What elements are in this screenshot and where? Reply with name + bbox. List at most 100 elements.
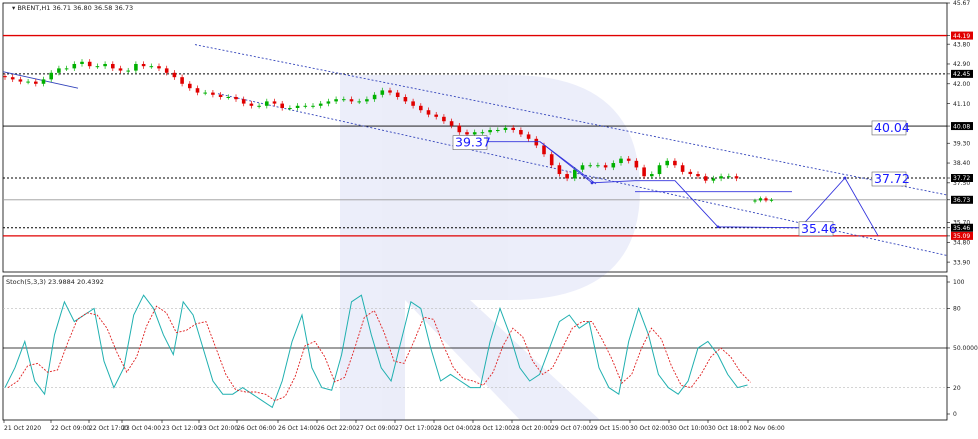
price-tick-label: 42.90 — [953, 61, 970, 68]
candle-body — [526, 134, 531, 139]
collapse-triangle-icon: ▾ — [12, 4, 17, 12]
annotation-label: 40.04 — [874, 120, 910, 135]
candle-body — [703, 176, 708, 181]
candle-body — [542, 145, 546, 155]
candle-body — [753, 200, 757, 202]
candle-body — [234, 96, 238, 100]
candle-body — [673, 160, 677, 166]
stochastic-header: Stoch(5,3,3) 23.9884 20.4392 — [6, 278, 104, 286]
price-level-label: 37.72 — [953, 175, 970, 182]
candle-body — [611, 163, 616, 168]
candle-body — [272, 101, 277, 104]
price-level-box — [951, 195, 973, 204]
candle-body — [665, 160, 669, 166]
candle-body — [288, 108, 292, 110]
horizontal-levels — [3, 34, 947, 237]
stoch-tick-label: 20 — [953, 385, 961, 392]
price-tick-label: 42.00 — [953, 81, 970, 88]
candle-body — [727, 176, 731, 178]
candle-body — [180, 77, 184, 84]
candle-body — [496, 130, 500, 132]
candle-body — [764, 198, 768, 201]
candle-body — [519, 130, 523, 135]
price-tick-label: 39.30 — [953, 140, 970, 147]
time-tick-label: 29 Oct 15:00 — [590, 425, 629, 432]
candle-body — [769, 199, 774, 201]
annotation-label: 37.72 — [874, 171, 910, 186]
stoch-k-line — [4, 294, 748, 409]
price-tick-label: 37.50 — [953, 180, 970, 187]
candle-body — [34, 81, 38, 84]
candle-body — [211, 92, 215, 95]
candle-body — [318, 103, 323, 106]
stochastic-axis: 100 80 50.0000 20 0 — [947, 279, 978, 418]
annotation-box — [871, 120, 907, 136]
candle-body — [403, 96, 408, 102]
candle-body — [419, 105, 423, 111]
candle-body — [688, 171, 693, 175]
candle-body — [118, 68, 123, 71]
price-tick-label: 43.80 — [953, 41, 970, 48]
candle-body — [511, 127, 515, 131]
channel-lower-line — [217, 93, 948, 256]
price-level-label: 42.45 — [953, 71, 970, 78]
candle-body — [719, 176, 723, 179]
candle-body — [149, 66, 154, 68]
candle-body — [388, 90, 392, 93]
candle-body — [380, 90, 385, 95]
candle-body — [588, 165, 592, 167]
stoch-d-line — [7, 305, 751, 402]
candle-body — [64, 68, 69, 70]
time-tick-label: 30 Oct 10:00 — [669, 425, 708, 432]
forecast-polyline — [455, 141, 879, 236]
candle-body — [26, 81, 30, 83]
candle-body — [280, 103, 284, 109]
price-annotations: 39.37 40.04 37.72 35.46 — [452, 120, 910, 237]
price-tick-label: 38.40 — [953, 160, 970, 167]
candle-body — [472, 132, 477, 135]
time-tick-label: 28 Oct 12:00 — [473, 425, 512, 432]
time-tick-label: 23 Oct 04:00 — [122, 425, 161, 432]
price-level-label: 35.46 — [953, 225, 970, 232]
candle-body — [434, 114, 438, 117]
candle-body — [503, 127, 508, 131]
candle-body — [334, 99, 338, 102]
price-level-box — [951, 69, 973, 78]
instrument-header: ▾ BRENT,H1 36.71 36.80 36.58 36.73 — [12, 4, 133, 12]
candle-body — [18, 79, 23, 82]
candle-body — [342, 99, 346, 101]
annotation-box — [452, 135, 488, 150]
candle-body — [72, 63, 77, 69]
watermark-logo — [340, 75, 640, 420]
candle-body — [549, 154, 554, 166]
price-tick-label: 34.80 — [953, 239, 970, 246]
forecast-point — [590, 181, 594, 185]
candle-body — [734, 176, 739, 179]
trend-channel — [2, 44, 948, 256]
candle-body — [172, 72, 177, 78]
time-tick-label: 26 Oct 14:00 — [278, 425, 317, 432]
candle-body — [465, 132, 469, 135]
stoch-tick-label: 80 — [953, 306, 961, 313]
time-tick-label: 26 Oct 06:00 — [237, 425, 276, 432]
time-tick-label: 22 Oct 17:00 — [89, 425, 128, 432]
time-tick-label: 2 Nov 06:00 — [748, 425, 785, 432]
annotation-box — [871, 171, 907, 187]
time-tick-label: 29 Oct 07:00 — [551, 425, 590, 432]
candle-body — [449, 121, 454, 126]
candle-body — [126, 70, 130, 72]
candle-body — [573, 169, 577, 179]
stoch-tick-label: 100 — [953, 279, 965, 286]
candle-body — [111, 63, 115, 69]
stochastic-oscillator — [3, 294, 947, 409]
candle-body — [426, 110, 431, 115]
time-tick-label: 22 Oct 09:00 — [51, 425, 90, 432]
annotation-label: 39.37 — [455, 135, 491, 150]
candle-body — [3, 76, 7, 78]
candle-body — [696, 174, 700, 177]
price-level-label: 40.08 — [953, 123, 970, 130]
candle-body — [157, 66, 161, 69]
